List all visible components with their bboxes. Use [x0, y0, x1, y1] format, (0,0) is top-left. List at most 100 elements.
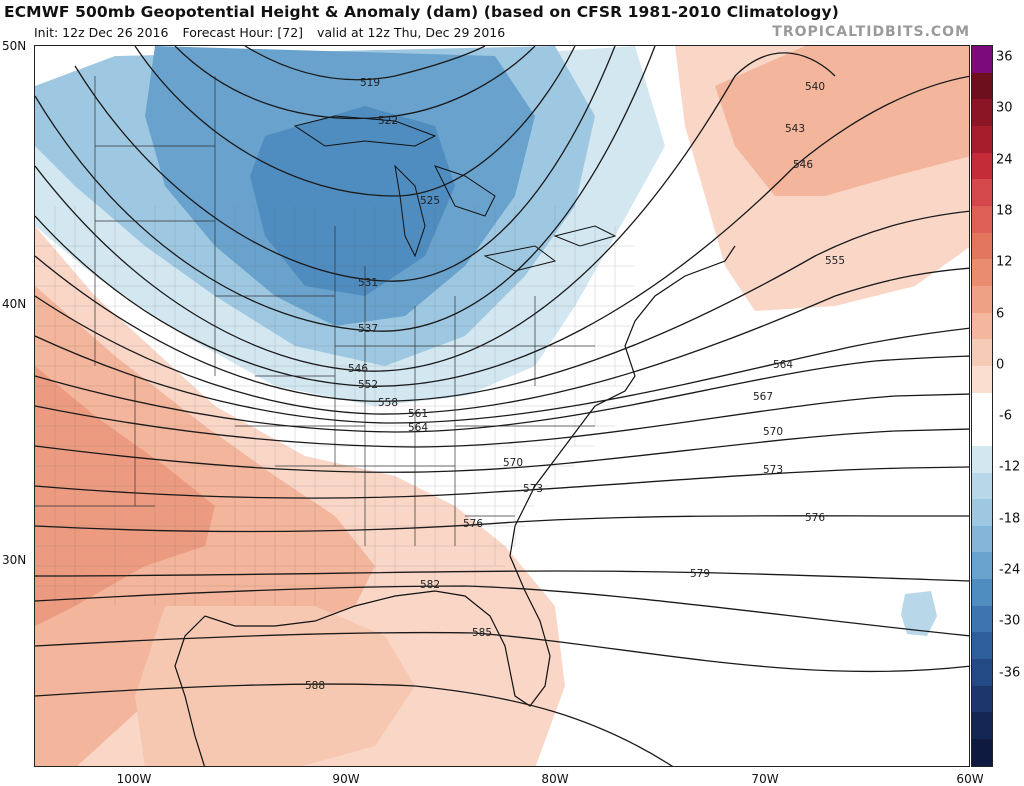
height-contours	[35, 46, 969, 766]
colorbar-label: 30	[996, 100, 1013, 116]
colorbar-swatch	[972, 685, 992, 713]
contour-579	[35, 570, 969, 582]
colorbar-swatch	[972, 499, 992, 526]
contour-537	[35, 46, 656, 332]
colorbar-label: -24	[999, 562, 1021, 578]
contour-555	[35, 210, 969, 402]
contour-519	[244, 46, 486, 81]
colorbar-swatch	[972, 419, 992, 446]
anomaly-colorbar	[971, 45, 993, 767]
colorbar-swatch	[972, 232, 992, 260]
lon-label: 60W	[956, 772, 984, 786]
colorbar-swatch	[972, 285, 992, 313]
colorbar-label: -18	[999, 511, 1021, 527]
map-subtitle: Init: 12z Dec 26 2016 Forecast Hour: [72…	[34, 25, 515, 40]
contour-label: 522	[378, 115, 398, 127]
lat-label: 50N	[2, 39, 27, 53]
colorbar-swatch	[972, 445, 992, 473]
colorbar-label: 6	[996, 306, 1005, 321]
lon-label: 90W	[332, 772, 360, 786]
colorbar-swatch	[972, 312, 992, 340]
colorbar-label: -6	[999, 408, 1012, 424]
colorbar-swatch	[972, 179, 992, 206]
warm-anomaly-northeast-mid	[715, 46, 969, 196]
lon-label: 80W	[541, 772, 569, 786]
colorbar-swatch	[972, 365, 992, 393]
cold-anomaly-small	[901, 591, 937, 636]
contour-label: 588	[305, 680, 325, 692]
colorbar-label: -36	[999, 665, 1021, 681]
colorbar-swatch	[972, 552, 992, 580]
great-lakes	[293, 115, 617, 272]
contour-label: 576	[805, 512, 825, 524]
contour-label: 525	[420, 195, 440, 207]
warm-anomaly-strong	[35, 366, 215, 626]
contour-label: 564	[408, 422, 428, 434]
contour-570	[35, 428, 969, 473]
colorbar-swatch	[972, 472, 992, 500]
colorbar-swatch	[972, 659, 992, 686]
valid-time: valid at 12z Thu, Dec 29 2016	[317, 25, 506, 40]
colorbar-label: 24	[996, 152, 1013, 168]
contour-label: 582	[420, 579, 440, 591]
colorbar-label: 18	[996, 203, 1013, 219]
contour-588	[35, 683, 674, 766]
lat-label: 30N	[2, 553, 27, 567]
contour-label: 531	[358, 277, 378, 289]
contour-558	[35, 267, 969, 415]
east-coastline	[174, 245, 736, 766]
colorbar-label: 0	[996, 357, 1005, 373]
contour-label: 570	[503, 457, 523, 469]
colorbar-swatch	[972, 605, 992, 633]
colorbar-swatch	[972, 739, 992, 766]
colorbar-swatch	[972, 72, 992, 100]
contour-label: 573	[523, 483, 543, 495]
colorbar-swatch	[972, 152, 992, 180]
contour-564	[35, 355, 969, 433]
colorbar-label: 12	[996, 254, 1013, 270]
height-anomaly-map: 519 522 525 531 537 540 543 546 546 552 …	[34, 45, 970, 767]
map-canvas: 519 522 525 531 537 540 543 546 546 552 …	[35, 46, 969, 766]
contour-label: 576	[463, 518, 483, 530]
colorbar-swatch	[972, 99, 992, 126]
warm-anomaly-gulf	[135, 606, 415, 766]
contour-label: 540	[805, 81, 825, 93]
county-texture	[35, 206, 635, 606]
contour-label: 579	[690, 568, 710, 580]
brand-watermark: TROPICALTIDBITS.COM	[772, 24, 970, 40]
contour-label: 570	[763, 426, 783, 438]
contour-label: 519	[360, 77, 380, 89]
contour-label: 585	[472, 627, 492, 639]
colorbar-label: 36	[996, 49, 1013, 65]
contour-label: 567	[753, 391, 773, 403]
lat-label: 40N	[2, 297, 27, 311]
contour-label: 555	[825, 255, 845, 267]
contour-576	[35, 515, 969, 533]
contour-label: 546	[348, 363, 368, 375]
contour-561	[35, 327, 969, 424]
colorbar-swatch	[972, 259, 992, 286]
colorbar-swatch	[972, 632, 992, 660]
colorbar-swatch	[972, 525, 992, 553]
colorbar-swatch	[972, 125, 992, 153]
contour-573	[35, 466, 969, 499]
contour-label: 564	[773, 359, 793, 371]
colorbar-swatch	[972, 339, 992, 366]
init-time: Init: 12z Dec 26 2016	[34, 25, 169, 40]
contour-585	[35, 631, 969, 673]
contour-labels: 519 522 525 531 537 540 543 546 546 552 …	[305, 77, 845, 692]
colorbar-swatch	[972, 579, 992, 606]
contour-552	[35, 75, 969, 387]
colorbar-swatch	[972, 205, 992, 233]
cold-anomaly-core	[250, 106, 455, 296]
lon-label: 70W	[751, 772, 779, 786]
lon-label: 100W	[116, 772, 152, 786]
colorbar-label: -12	[999, 459, 1021, 475]
contour-label: 558	[378, 397, 398, 409]
colorbar-swatch	[972, 712, 992, 740]
contour-label: 552	[358, 379, 378, 391]
contour-label: 537	[358, 323, 378, 335]
colorbar-swatch	[972, 392, 992, 420]
map-title: ECMWF 500mb Geopotential Height & Anomal…	[4, 3, 839, 21]
contour-label: 543	[785, 123, 805, 135]
